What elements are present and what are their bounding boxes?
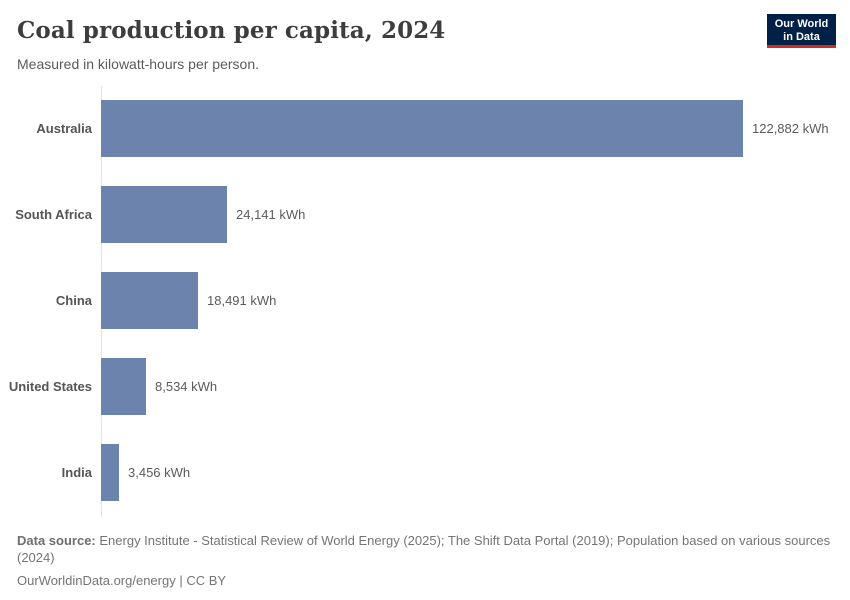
bar[interactable]	[101, 100, 743, 157]
page-subtitle: Measured in kilowatt-hours per person.	[17, 56, 260, 72]
data-source-line: Data source: Energy Institute - Statisti…	[17, 532, 835, 566]
bar-value-label: 24,141 kWh	[236, 207, 306, 222]
country-label: Australia	[36, 121, 92, 136]
bar-row: Australia 122,882 kWh	[0, 100, 850, 157]
country-label: South Africa	[15, 207, 92, 222]
bar-track: 24,141 kWh	[101, 186, 850, 243]
owid-logo-line1: Our World	[774, 18, 829, 30]
bar-track: 122,882 kWh	[101, 100, 850, 157]
data-source-text: Energy Institute - Statistical Review of…	[17, 533, 831, 565]
bar[interactable]	[101, 186, 227, 243]
bar-rows: Australia 122,882 kWh South Africa 24,14…	[0, 100, 850, 501]
bar-track: 18,491 kWh	[101, 272, 850, 329]
bar-row: United States 8,534 kWh	[0, 358, 850, 415]
bar-value-label: 18,491 kWh	[207, 293, 277, 308]
bar-row: South Africa 24,141 kWh	[0, 186, 850, 243]
bar-row: India 3,456 kWh	[0, 444, 850, 501]
bar-track: 8,534 kWh	[101, 358, 850, 415]
footer-link[interactable]: OurWorldinData.org/energy | CC BY	[17, 573, 227, 588]
bar[interactable]	[101, 358, 146, 415]
owid-logo[interactable]: Our World in Data	[767, 14, 836, 48]
bar-value-label: 3,456 kWh	[128, 465, 191, 480]
bar-value-label: 8,534 kWh	[155, 379, 218, 394]
country-label: India	[61, 465, 92, 480]
bar[interactable]	[101, 272, 198, 329]
footer: Data source: Energy Institute - Statisti…	[17, 532, 835, 589]
bar-row: China 18,491 kWh	[0, 272, 850, 329]
header: Coal production per capita, 2024 Measure…	[0, 0, 850, 73]
bar-value-label: 122,882 kWh	[752, 121, 829, 136]
data-source-label: Data source:	[17, 533, 96, 548]
bar[interactable]	[101, 444, 119, 501]
country-label: United States	[8, 379, 92, 394]
bar-track: 3,456 kWh	[101, 444, 850, 501]
country-label: China	[55, 293, 92, 308]
page-title: Coal production per capita, 2024	[17, 17, 446, 44]
owid-logo-line2: in Data	[783, 31, 820, 43]
bar-chart: Australia 122,882 kWh South Africa 24,14…	[0, 86, 850, 517]
